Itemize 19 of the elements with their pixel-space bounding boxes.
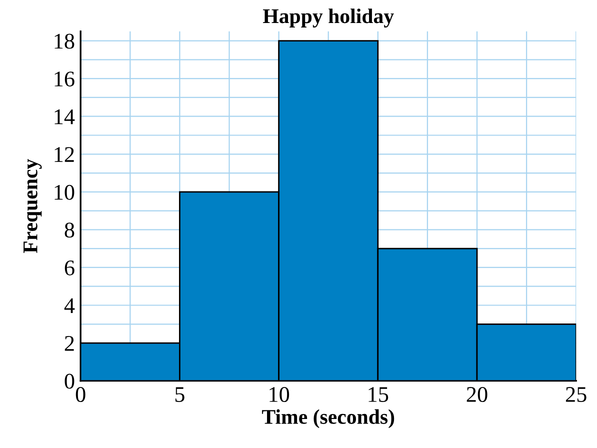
x-tick-label: 15 [368, 387, 388, 402]
y-tick-label: 0 [64, 374, 74, 389]
y-axis-title: Frequency [24, 159, 42, 253]
y-tick-label: 12 [54, 147, 74, 162]
y-tick-label: 18 [54, 34, 74, 49]
y-tick-label: 16 [54, 72, 74, 87]
x-tick-label: 10 [270, 387, 290, 402]
x-tick-label: 20 [466, 387, 488, 402]
y-tick-label: 4 [64, 298, 75, 313]
y-tick-label: 6 [64, 260, 74, 276]
chart-title: Happy holiday [263, 8, 394, 28]
x-axis-title: Time (seconds) [262, 409, 394, 428]
y-tick-label: 2 [64, 336, 74, 351]
x-tick-label: 0 [76, 387, 86, 402]
y-tick-label: 8 [64, 222, 74, 238]
y-tick-label: 10 [54, 184, 74, 200]
x-tick-label: 25 [566, 387, 586, 402]
y-tick-label: 14 [54, 109, 75, 124]
x-tick-label: 5 [175, 387, 184, 402]
